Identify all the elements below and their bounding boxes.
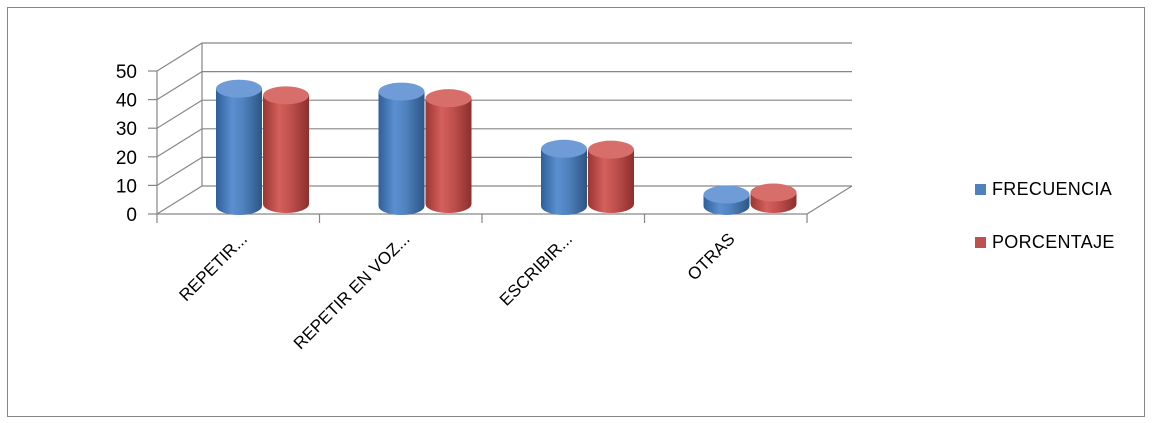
- bar-frecuencia-3: [703, 185, 750, 215]
- legend-swatch-porcentaje: [975, 236, 986, 248]
- bars: [216, 79, 797, 215]
- bar-body: [378, 91, 425, 215]
- legend-label-frecuencia: FRECUENCIA: [992, 178, 1113, 199]
- x-axis-labels: REPETIR... REPETIR EN VOZ... ESCRIBIR... OT…: [176, 229, 739, 353]
- gridline-depth: [156, 42, 203, 72]
- bar-porcentaje-3: [750, 183, 797, 213]
- y-tick-label: 30: [116, 119, 137, 140]
- x-tick-label: ESCRIBIR...: [496, 229, 576, 309]
- x-tick-label: REPETIR...: [176, 229, 252, 305]
- legend: FRECUENCIA PORCENTAJE: [975, 176, 1115, 282]
- gridline-depth: [156, 128, 203, 158]
- gridline-depth: [156, 99, 203, 129]
- bar-top: [378, 82, 425, 101]
- x-tick-label: REPETIR EN VOZ...: [290, 229, 414, 353]
- bar-porcentaje-1: [425, 89, 472, 213]
- bar-body: [263, 95, 309, 213]
- bar-porcentaje-2: [588, 140, 634, 213]
- bar-body: [425, 98, 472, 213]
- gridline-depth: [156, 185, 203, 215]
- x-tick-label: OTRAS: [684, 229, 739, 284]
- bar-top: [263, 86, 309, 105]
- bar-top: [750, 183, 797, 202]
- floor-edge: [806, 185, 853, 215]
- bar-body: [541, 148, 587, 215]
- legend-item-frecuencia: FRECUENCIA: [975, 176, 1115, 202]
- bar-top: [703, 185, 750, 204]
- legend-label-porcentaje: PORCENTAJE: [992, 231, 1115, 252]
- gridline-depth: [156, 156, 203, 186]
- bar-frecuencia-0: [216, 79, 262, 215]
- bar-top: [216, 79, 262, 98]
- bar-top: [541, 139, 587, 158]
- y-tick-label: 50: [116, 62, 137, 83]
- bar-porcentaje-0: [263, 86, 309, 213]
- y-axis-ticks: 0 10 20 30 40 50: [116, 62, 137, 226]
- y-tick-label: 20: [116, 148, 137, 169]
- bar-frecuencia-2: [541, 139, 587, 215]
- y-tick-label: 0: [126, 205, 137, 226]
- bar-body: [588, 149, 634, 213]
- bar-top: [425, 89, 472, 108]
- gridline-depth: [156, 71, 203, 101]
- grid: [148, 42, 853, 223]
- y-tick-label: 10: [116, 176, 137, 197]
- bar-frecuencia-1: [378, 82, 425, 215]
- bar-body: [216, 88, 262, 215]
- bar-top: [588, 140, 634, 159]
- legend-item-porcentaje: PORCENTAJE: [975, 229, 1115, 255]
- legend-swatch-frecuencia: [975, 183, 986, 195]
- y-tick-label: 40: [116, 91, 137, 112]
